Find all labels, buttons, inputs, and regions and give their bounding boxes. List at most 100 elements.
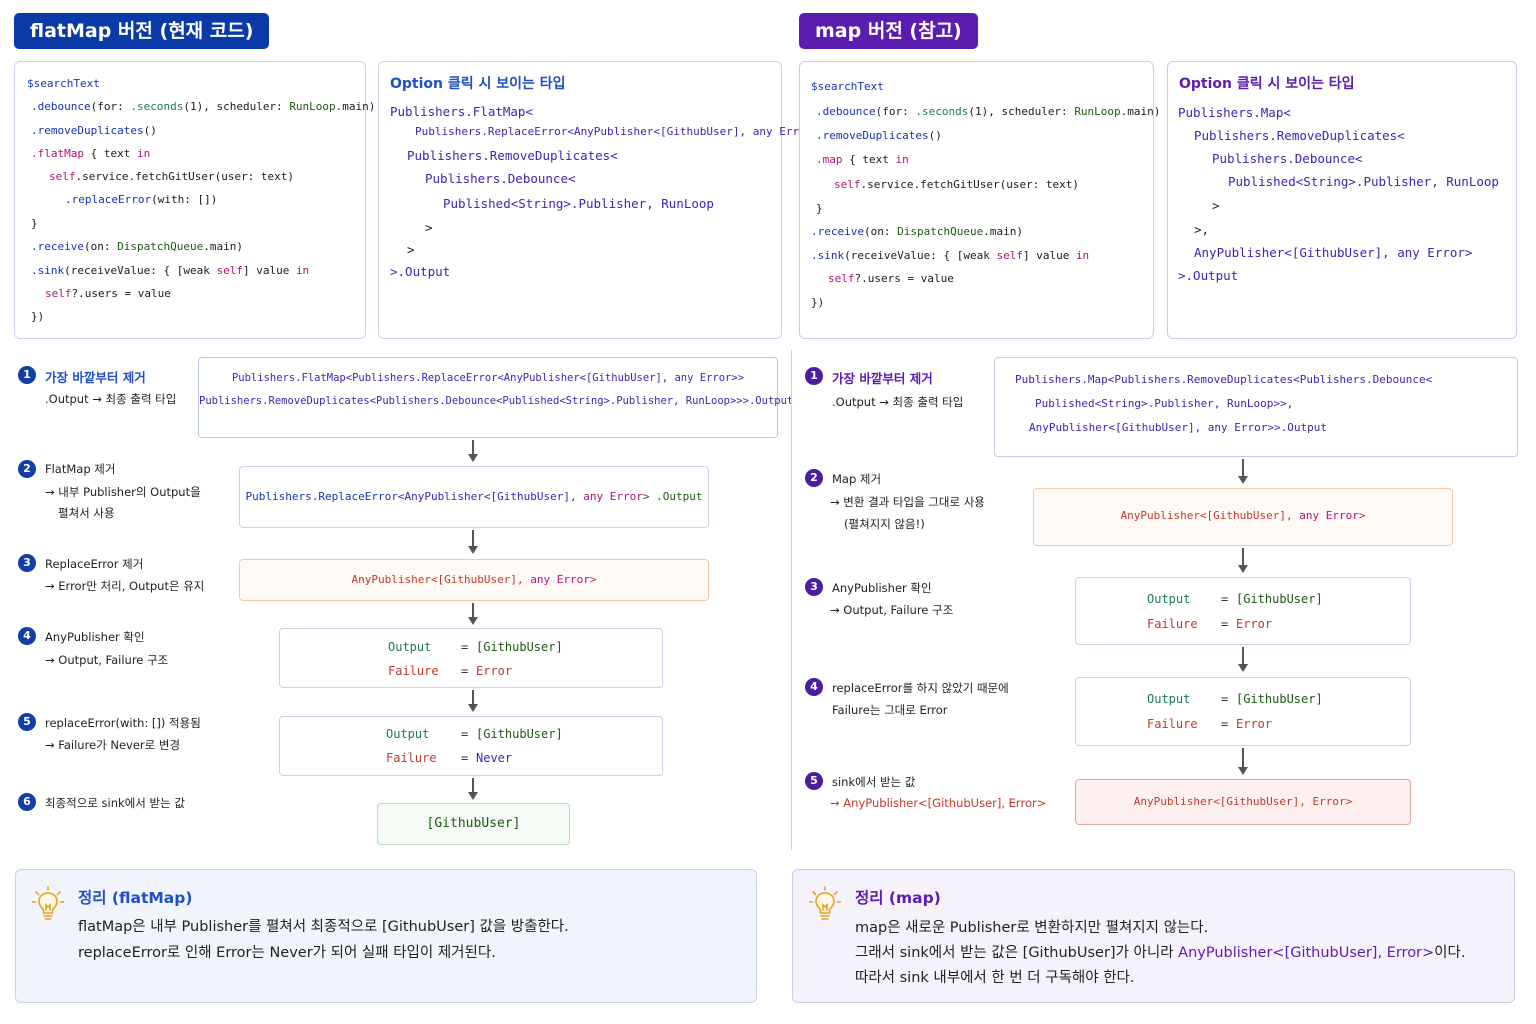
flatmap-box-output-failure: Output = [GithubUser] Failure = Error [279, 628, 663, 688]
flatmap-box-final: [GithubUser] [377, 803, 570, 845]
code-line: .debounce(for: .seconds(1), scheduler: R… [816, 105, 1161, 118]
step-number: 5 [805, 772, 823, 790]
step-desc: → 변환 결과 타입을 그대로 사용 [830, 495, 985, 509]
type-line: Publishers.Debounce< [425, 171, 576, 186]
failure-row: Failure = Error [1147, 717, 1273, 731]
flatmap-type-panel: Option 클릭 시 보이는 타입 Publishers.FlatMap< P… [378, 61, 832, 339]
step-title: 가장 바깥부터 제거 [45, 370, 146, 385]
box-line: [GithubUser] [426, 816, 521, 831]
code-line: }) [811, 296, 825, 309]
code-line: }) [31, 310, 45, 323]
type-line: Publishers.Debounce< [1212, 151, 1363, 166]
flatmap-header: flatMap 버전 (현재 코드) [14, 13, 270, 49]
step-title: AnyPublisher 확인 [832, 581, 932, 595]
box-line: Publishers.RemoveDuplicates<Publishers.D… [199, 395, 794, 407]
type-panel-title: Option 클릭 시 보이는 타입 [390, 76, 566, 92]
box-line: Published<String>.Publisher, RunLoop>>, [1035, 397, 1294, 410]
box-line: AnyPublisher<[GithubUser], Error> [1133, 795, 1353, 808]
step-desc: → Failure가 Never로 변경 [45, 738, 181, 752]
step-desc: → Output, Failure 구조 [45, 653, 169, 667]
step-number: 5 [18, 713, 36, 731]
box-line: AnyPublisher<[GithubUser], any Error> [351, 573, 597, 586]
step-number: 1 [805, 367, 823, 385]
step-title: 가장 바깥부터 제거 [832, 371, 933, 386]
step-desc: 펼쳐서 사용 [58, 506, 115, 520]
summary-line: map은 새로운 Publisher로 변환하지만 펼쳐지지 않는다. [855, 920, 1209, 936]
type-line: Publishers.FlatMap< [390, 104, 533, 119]
map-summary: 정리 (map) map은 새로운 Publisher로 변환하지만 펼쳐지지 … [792, 869, 1515, 1003]
type-line: Publishers.RemoveDuplicates< [407, 148, 618, 163]
flatmap-summary: 정리 (flatMap) flatMap은 내부 Publisher를 펼쳐서 … [15, 869, 757, 1003]
step-desc: .Output → 최종 출력 타입 [832, 395, 964, 409]
type-line: Publishers.ReplaceError<AnyPublisher<[Gi… [415, 125, 833, 138]
step-desc: Failure는 그대로 Error [832, 703, 948, 717]
step-title: FlatMap 제거 [45, 462, 116, 476]
map-header: map 버전 (참고) [799, 13, 978, 49]
lightbulb-icon [32, 886, 64, 920]
column-divider [791, 350, 792, 850]
code-line: self?.users = value [828, 272, 954, 285]
step-title: replaceError(with: []) 적용됨 [45, 716, 201, 730]
flatmap-box-replaceerror: Publishers.ReplaceError<AnyPublisher<[Gi… [239, 466, 709, 528]
flatmap-box-output-never: Output = [GithubUser] Failure = Never [279, 716, 663, 776]
code-line: .sink(receiveValue: { [weak self] value … [811, 249, 1090, 262]
flow-arrow [468, 530, 478, 554]
code-line: } [816, 202, 823, 215]
step-number: 6 [18, 793, 36, 811]
flow-arrow [468, 778, 478, 800]
type-panel-title: Option 클릭 시 보이는 타입 [1179, 76, 1355, 92]
flow-arrow [1238, 459, 1248, 484]
box-line: Publishers.Map<Publishers.RemoveDuplicat… [1015, 373, 1433, 386]
type-line: Published<String>.Publisher, RunLoop [1228, 174, 1499, 189]
code-line: } [31, 217, 38, 230]
step-desc: → Error만 처리, Output은 유지 [45, 579, 205, 593]
type-line: Publishers.Map< [1178, 105, 1291, 120]
step-title: ReplaceError 제거 [45, 557, 144, 571]
step-title: AnyPublisher 확인 [45, 630, 145, 644]
map-box-full-type: Publishers.Map<Publishers.RemoveDuplicat… [994, 357, 1518, 457]
step-desc: (펼쳐지지 않음!) [844, 517, 925, 531]
flow-arrow [468, 440, 478, 462]
flow-arrow [1238, 748, 1248, 775]
output-row: Output = [GithubUser] [1147, 592, 1323, 606]
code-line: self.service.fetchGitUser(user: text) [834, 178, 1080, 191]
code-line: .removeDuplicates() [816, 129, 942, 142]
type-line: >, [1194, 222, 1210, 237]
step-title: 최종적으로 sink에서 받는 값 [45, 796, 185, 810]
code-line: self?.users = value [45, 287, 171, 300]
step-number: 4 [805, 678, 823, 696]
box-line: Publishers.FlatMap<Publishers.ReplaceErr… [231, 372, 745, 384]
flow-arrow [468, 603, 478, 625]
step-title: replaceError를 하지 않았기 때문에 [832, 681, 1009, 695]
code-line: .removeDuplicates() [31, 124, 157, 137]
step-desc: → 내부 Publisher의 Output을 [45, 485, 201, 499]
step-number: 2 [805, 469, 823, 487]
code-line: .replaceError(with: []) [65, 193, 218, 206]
step-title: sink에서 받는 값 [832, 775, 916, 789]
failure-row: Failure = Error [1147, 617, 1273, 631]
flatmap-box-anypublisher: AnyPublisher<[GithubUser], any Error> [239, 559, 709, 601]
code-line: self.service.fetchGitUser(user: text) [49, 170, 295, 183]
summary-title: 정리 (map) [855, 889, 941, 907]
output-row: Output = [GithubUser] [386, 727, 563, 741]
box-line: Publishers.ReplaceError<AnyPublisher<[Gi… [245, 490, 703, 503]
code-line: .sink(receiveValue: { [weak self] value … [31, 264, 310, 277]
map-code-panel: $searchText .debounce(for: .seconds(1), … [799, 61, 1160, 339]
box-line: AnyPublisher<[GithubUser], any Error>>.O… [1029, 421, 1328, 434]
map-box-anypublisher: AnyPublisher<[GithubUser], any Error> [1033, 488, 1453, 546]
code-line: .debounce(for: .seconds(1), scheduler: R… [31, 100, 376, 113]
code-line: .flatMap { text in [31, 147, 151, 160]
step-number: 1 [18, 366, 36, 384]
type-line: > [407, 242, 415, 257]
step-desc: .Output → 최종 출력 타입 [45, 392, 177, 406]
summary-title: 정리 (flatMap) [78, 889, 193, 907]
output-row: Output = [GithubUser] [1147, 692, 1323, 706]
flatmap-code-panel: $searchText .debounce(for: .seconds(1), … [14, 61, 375, 339]
map-box-final: AnyPublisher<[GithubUser], Error> [1075, 779, 1411, 825]
step-number: 3 [18, 554, 36, 572]
output-row: Output = [GithubUser] [388, 640, 563, 654]
step-desc: → AnyPublisher<[GithubUser], Error> [830, 796, 1047, 810]
code-line: $searchText [811, 80, 884, 93]
type-line: AnyPublisher<[GithubUser], any Error> [1194, 245, 1473, 260]
summary-line: 따라서 sink 내부에서 한 번 더 구독해야 한다. [855, 970, 1135, 986]
